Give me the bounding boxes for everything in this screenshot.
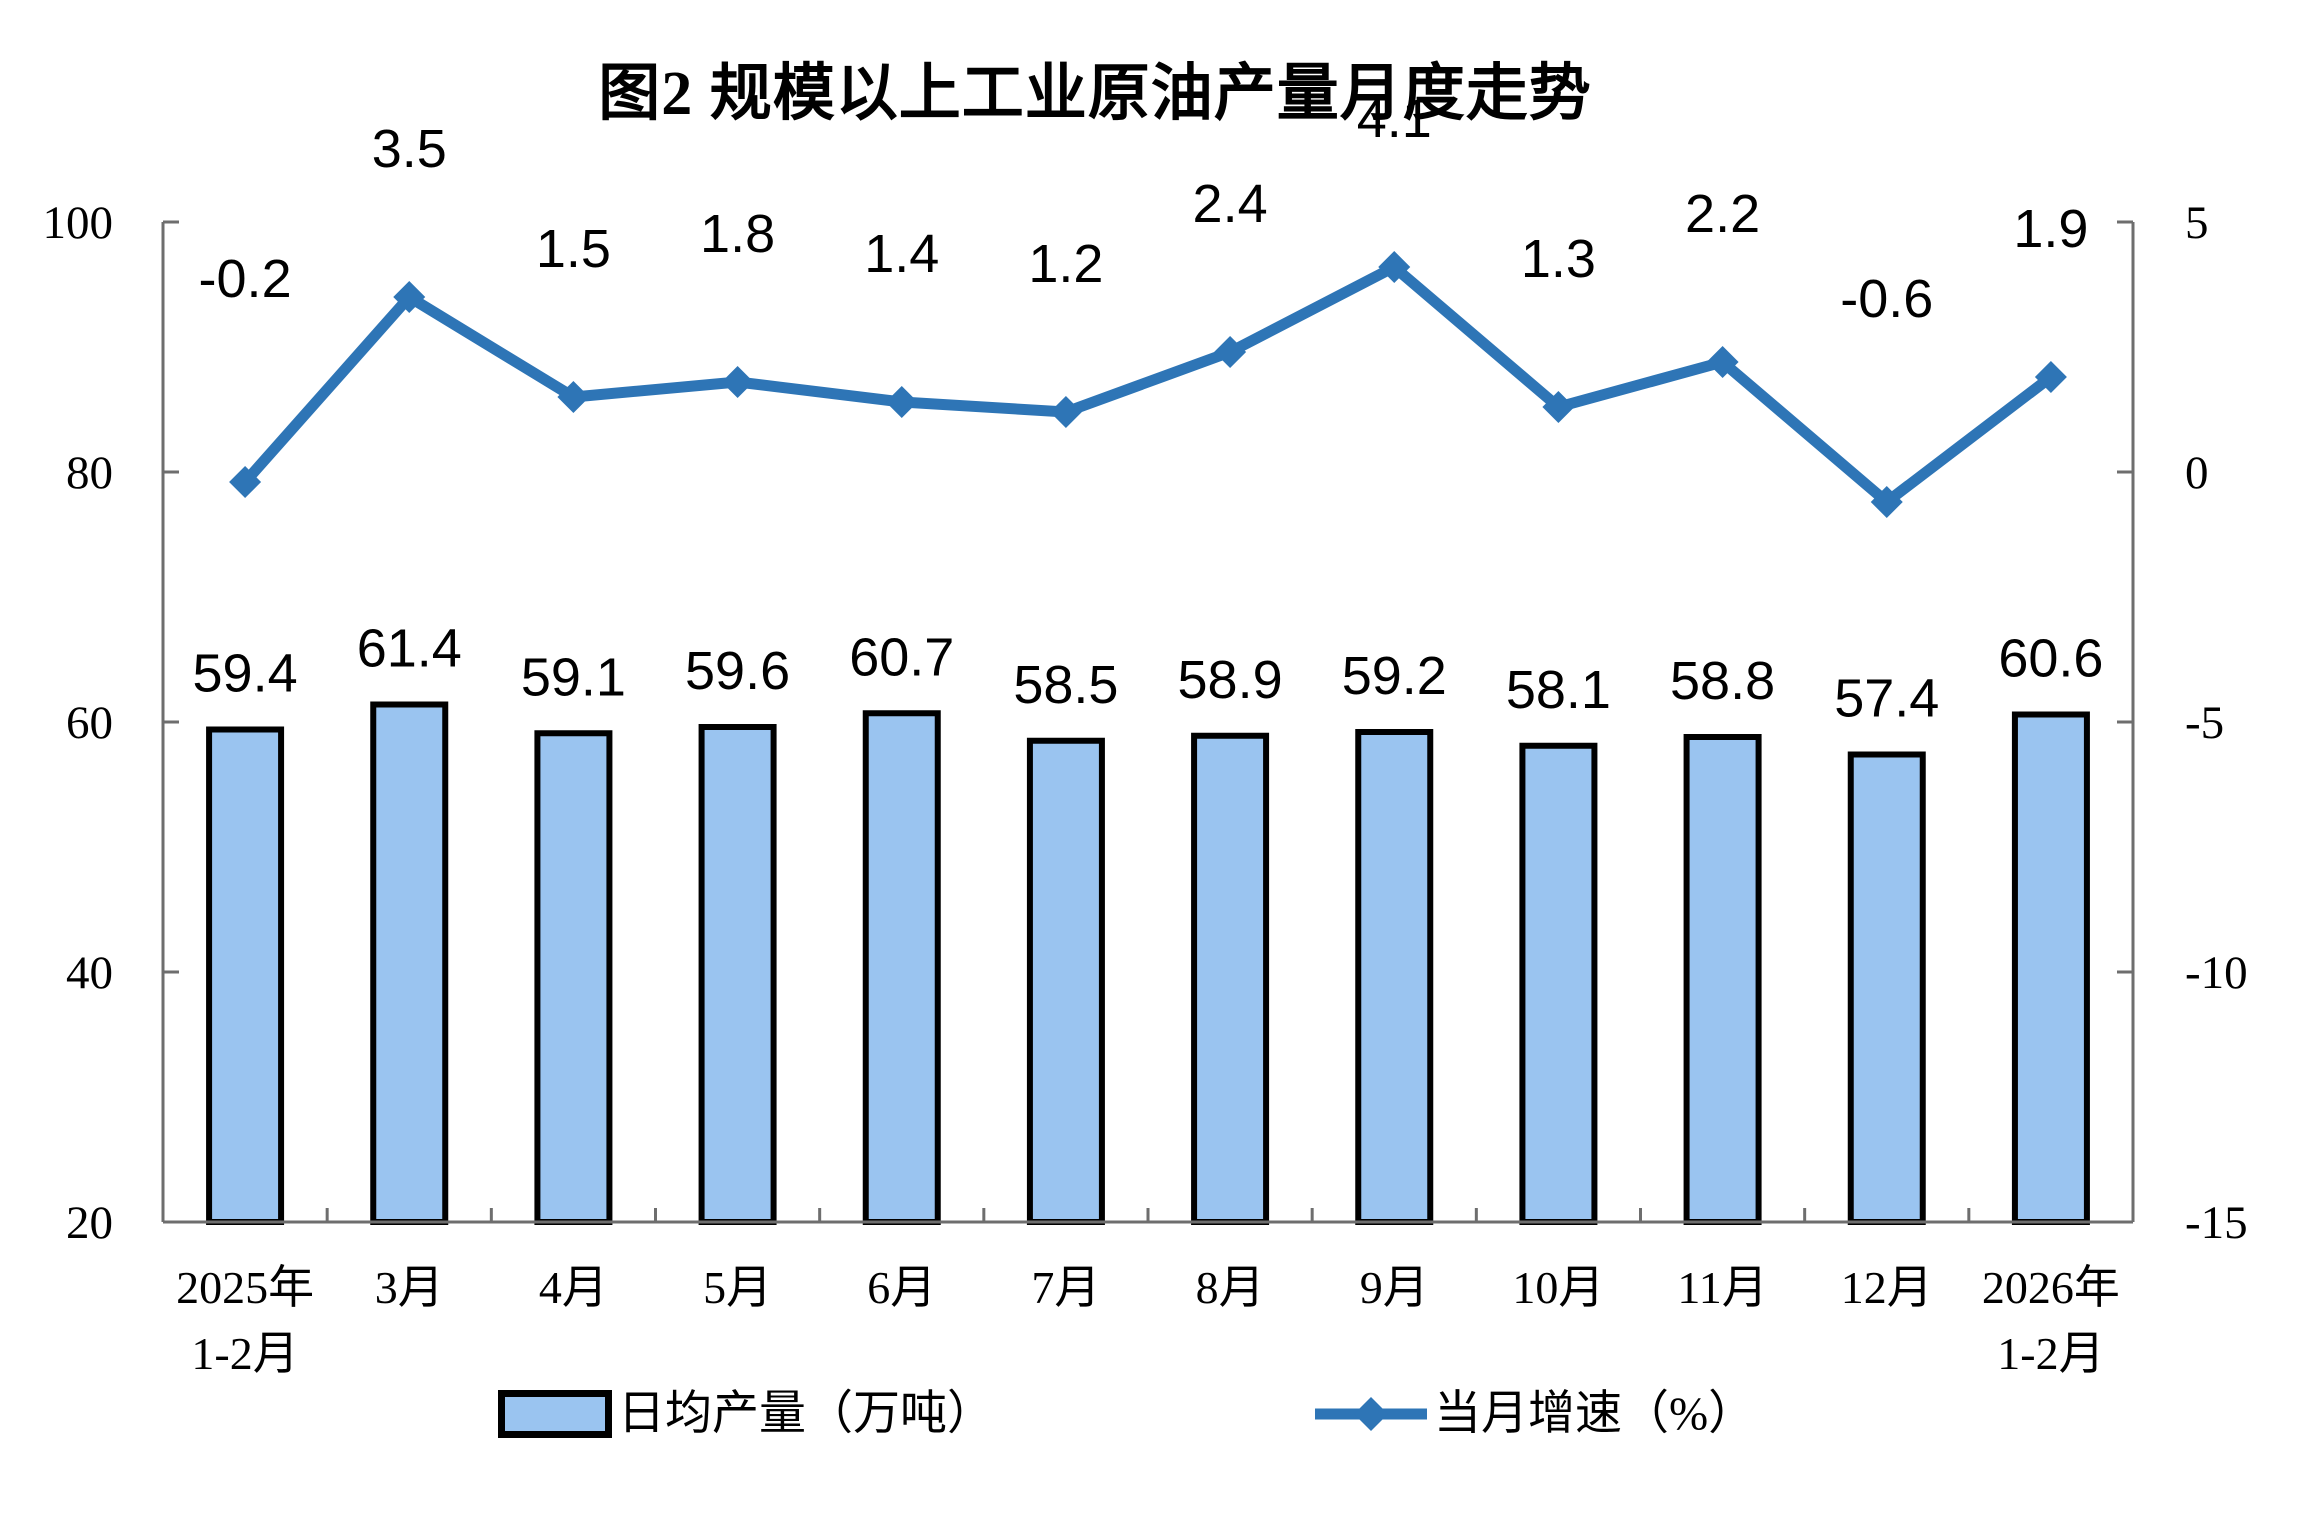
legend-label-bars: 日均产量（万吨） bbox=[618, 1387, 994, 1440]
bar-value-label: 59.6 bbox=[685, 641, 790, 701]
bar-value-label: 59.1 bbox=[521, 647, 626, 707]
x-axis-category-label: 1-2月 bbox=[1997, 1328, 2104, 1379]
legend-item-bars: 日均产量（万吨） bbox=[498, 1390, 994, 1438]
line-marker-diamond bbox=[1870, 486, 1903, 518]
line-value-label: 2.2 bbox=[1685, 184, 1760, 244]
bar-value-label: 60.6 bbox=[1998, 629, 2103, 689]
x-axis-category-label: 4月 bbox=[539, 1262, 608, 1313]
line-marker-diamond bbox=[721, 366, 754, 398]
legend: 日均产量（万吨） 当月增速（%） bbox=[498, 1386, 1755, 1442]
bar bbox=[698, 724, 777, 1225]
bar bbox=[370, 701, 449, 1225]
right-axis-tick-label: -15 bbox=[2185, 1197, 2248, 1249]
bar bbox=[534, 730, 613, 1225]
line-value-label: 1.8 bbox=[700, 204, 775, 264]
bar-value-label: 59.4 bbox=[193, 644, 298, 704]
line-value-label: 2.4 bbox=[1193, 174, 1268, 234]
line-marker-diamond bbox=[2034, 361, 2067, 393]
right-axis-tick-label: -10 bbox=[2185, 947, 2248, 999]
legend-item-line: 当月增速（%） bbox=[1312, 1387, 1756, 1440]
line-marker-diamond bbox=[1542, 391, 1575, 423]
legend-bar-swatch-icon bbox=[498, 1390, 612, 1438]
bar-value-label: 61.4 bbox=[357, 619, 462, 679]
line-marker-diamond bbox=[1378, 251, 1411, 283]
x-axis-category-label: 10月 bbox=[1512, 1262, 1604, 1313]
right-axis-tick-label: 5 bbox=[2185, 197, 2209, 249]
x-axis-category-label: 5月 bbox=[703, 1262, 772, 1313]
bar bbox=[1847, 751, 1926, 1225]
line-value-label: 4.1 bbox=[1357, 89, 1432, 149]
left-axis-tick-label: 80 bbox=[66, 447, 113, 499]
bar bbox=[1519, 742, 1598, 1225]
bar-value-label: 57.4 bbox=[1834, 669, 1939, 729]
chart-title: 图2 规模以上工业原油产量月度走势 bbox=[598, 60, 1592, 128]
bar-value-label: 59.2 bbox=[1342, 646, 1447, 706]
line-value-label: 1.9 bbox=[2013, 199, 2088, 259]
x-axis-category-label: 3月 bbox=[375, 1262, 444, 1313]
line-value-label: 1.4 bbox=[864, 224, 939, 284]
x-axis-category-label: 2026年 bbox=[1982, 1262, 2120, 1313]
line-marker-diamond bbox=[1049, 396, 1082, 428]
x-axis-category-label: 11月 bbox=[1677, 1262, 1767, 1313]
legend-label-line: 当月增速（%） bbox=[1434, 1387, 1756, 1440]
line-value-label: 1.3 bbox=[1521, 229, 1596, 289]
bar bbox=[1683, 734, 1762, 1225]
left-axis-tick-label: 40 bbox=[66, 947, 113, 999]
x-axis-category-label: 9月 bbox=[1360, 1262, 1429, 1313]
x-axis-category-label: 7月 bbox=[1031, 1262, 1100, 1313]
left-axis-tick-label: 60 bbox=[66, 697, 113, 749]
bar bbox=[862, 710, 941, 1225]
left-axis-tick-label: 100 bbox=[43, 197, 114, 249]
line-marker-diamond bbox=[1706, 346, 1739, 378]
bar bbox=[1355, 729, 1434, 1225]
line-marker-diamond bbox=[1214, 336, 1247, 368]
bar-value-label: 58.8 bbox=[1670, 651, 1775, 711]
line-marker-diamond bbox=[557, 381, 590, 413]
left-axis-tick-label: 20 bbox=[66, 1197, 113, 1249]
line-value-label: -0.6 bbox=[1840, 269, 1933, 329]
x-axis-category-label: 2025年 bbox=[176, 1262, 314, 1313]
bar-value-label: 58.1 bbox=[1506, 660, 1611, 720]
legend-line-swatch-icon bbox=[1315, 1397, 1427, 1431]
line-value-label: -0.2 bbox=[199, 249, 292, 309]
bar-value-label: 58.5 bbox=[1013, 655, 1118, 715]
x-axis-category-label: 12月 bbox=[1841, 1262, 1933, 1313]
bar bbox=[1191, 732, 1270, 1225]
line-marker-diamond bbox=[229, 466, 262, 498]
bar bbox=[2011, 711, 2090, 1225]
line-marker-diamond bbox=[393, 281, 426, 313]
line-marker-diamond bbox=[885, 386, 918, 418]
growth-line bbox=[239, 261, 2057, 508]
x-axis-category-label: 6月 bbox=[867, 1262, 936, 1313]
line-value-label: 1.5 bbox=[536, 219, 611, 279]
bar-value-label: 60.7 bbox=[849, 627, 954, 687]
x-axis-category-label: 1-2月 bbox=[191, 1328, 298, 1379]
line-value-label: 1.2 bbox=[1028, 234, 1103, 294]
bar-value-label: 58.9 bbox=[1178, 650, 1283, 710]
right-axis-tick-label: -5 bbox=[2185, 697, 2224, 749]
line-value-label: 3.5 bbox=[372, 119, 447, 179]
bar bbox=[206, 726, 285, 1225]
bar bbox=[1026, 737, 1105, 1225]
right-axis-tick-label: 0 bbox=[2185, 447, 2209, 499]
x-axis-category-label: 8月 bbox=[1196, 1262, 1265, 1313]
